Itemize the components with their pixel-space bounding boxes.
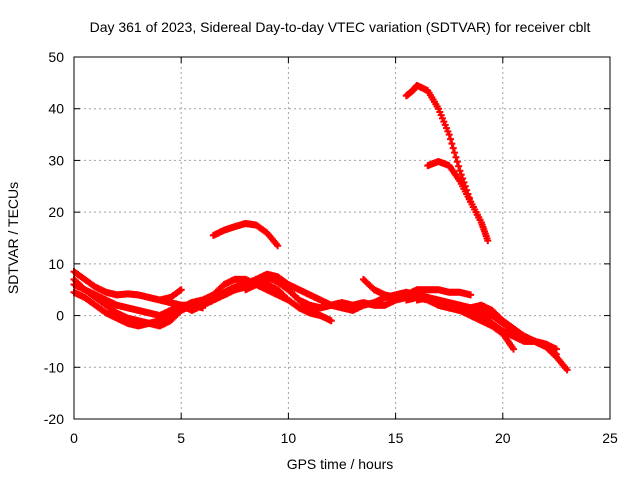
series-track-i (359, 275, 475, 301)
data-point (448, 140, 456, 148)
data-point (453, 158, 461, 166)
data-point (451, 149, 459, 157)
data-markers (70, 81, 571, 374)
data-point (455, 162, 463, 170)
plot-frame (73, 56, 611, 420)
y-tick-label: 10 (48, 256, 64, 272)
y-tick-label: 40 (48, 101, 64, 117)
data-point (456, 167, 464, 175)
data-point (484, 237, 492, 245)
data-point (563, 366, 571, 374)
data-point (445, 131, 453, 139)
data-point (467, 291, 475, 299)
series-track-j (402, 293, 571, 374)
y-axis-label: SDTVAR / TECUs (5, 182, 21, 294)
data-point (177, 286, 185, 294)
x-tick-label: 5 (177, 430, 185, 446)
data-point (274, 242, 282, 250)
axis-ticks: 0 5 10 15 20 25 -20 -10 0 10 20 30 40 50 (44, 49, 618, 446)
x-axis-label: GPS time / hours (287, 456, 394, 472)
y-tick-label: 20 (48, 204, 64, 220)
x-tick-label: 20 (495, 430, 511, 446)
data-point (449, 144, 457, 152)
y-tick-label: 30 (48, 152, 64, 168)
series-track-p (424, 157, 485, 226)
series-track-m (456, 306, 518, 353)
data-point (552, 350, 560, 358)
data-point (447, 135, 455, 143)
y-tick-label: -10 (44, 359, 64, 375)
x-tick-label: 15 (388, 430, 404, 446)
data-point (477, 218, 485, 226)
y-tick-label: 50 (48, 49, 64, 65)
x-tick-label: 25 (602, 430, 618, 446)
grid-lines (74, 57, 610, 419)
y-tick-label: 0 (56, 308, 64, 324)
x-tick-label: 10 (281, 430, 297, 446)
chart-title: Day 361 of 2023, Sidereal Day-to-day VTE… (90, 19, 591, 35)
data-point (510, 345, 518, 353)
y-tick-label: -20 (44, 411, 64, 427)
data-point (452, 153, 460, 161)
data-point (327, 317, 335, 325)
x-tick-label: 0 (70, 430, 78, 446)
series-track-n (209, 220, 282, 250)
